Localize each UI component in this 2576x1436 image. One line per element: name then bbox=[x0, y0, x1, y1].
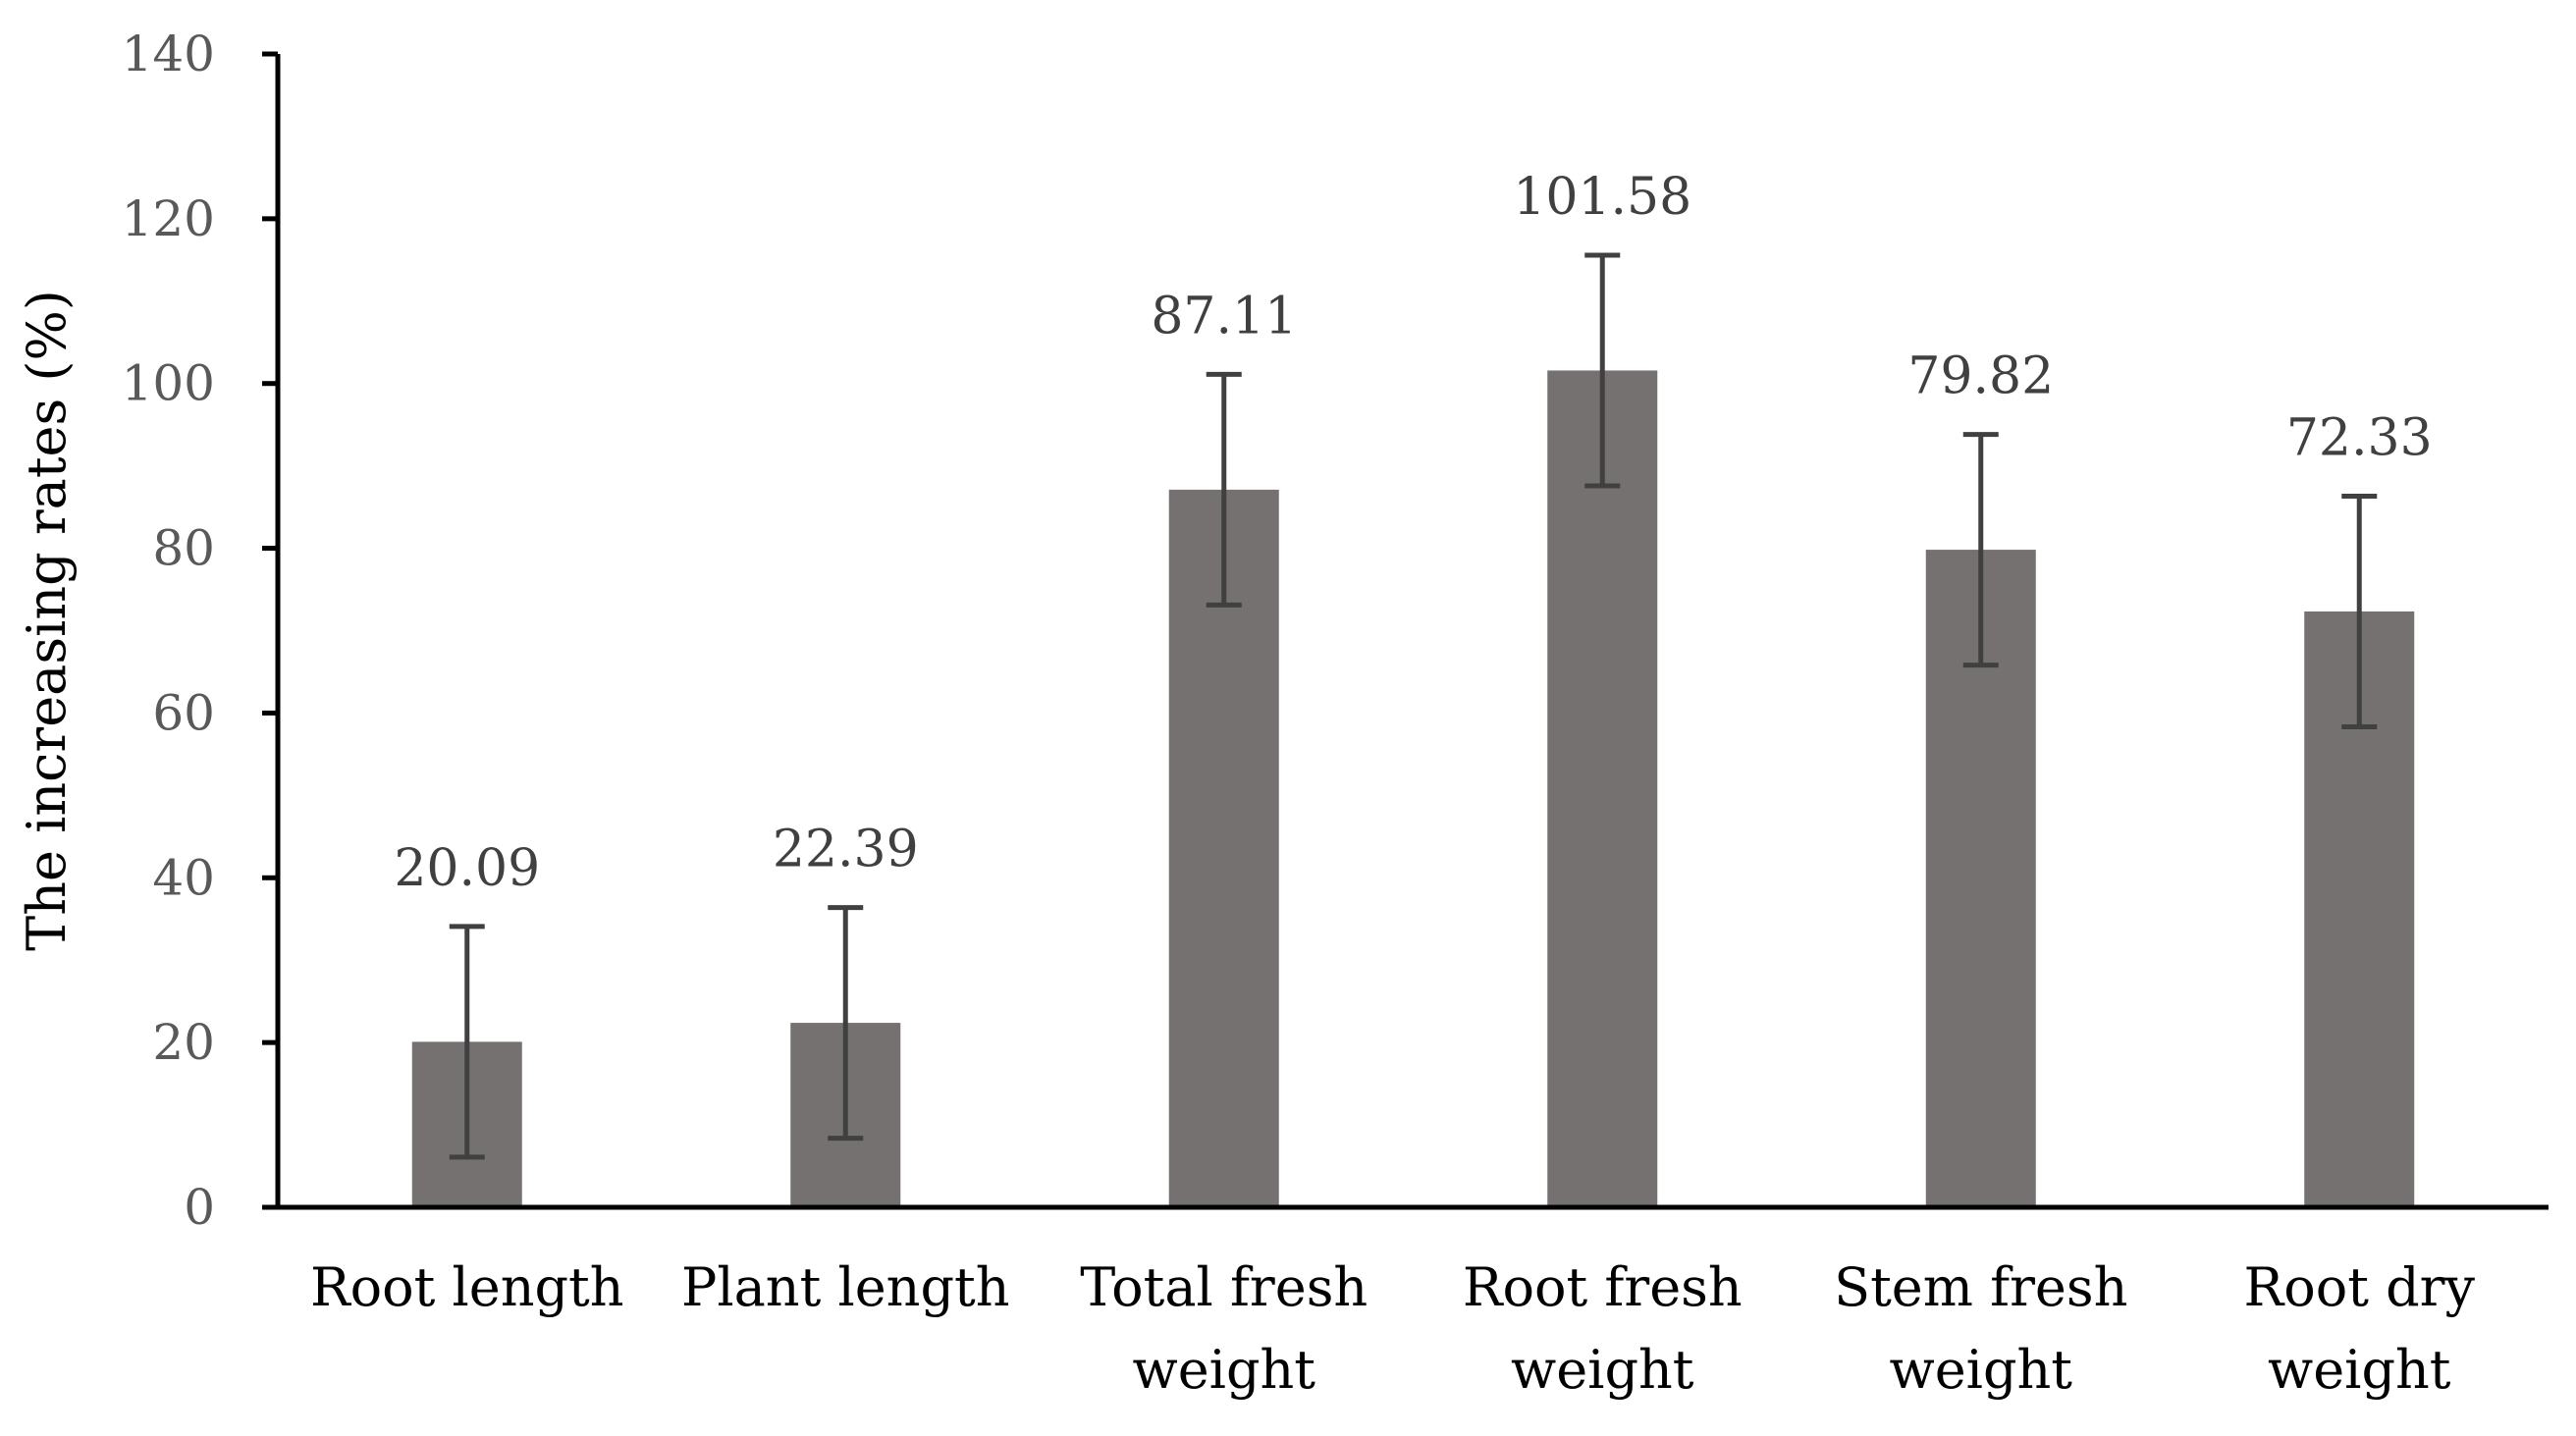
bars-layer bbox=[411, 370, 2415, 1208]
error-bars-layer bbox=[449, 252, 2378, 1160]
y-tick-label: 140 bbox=[122, 26, 215, 82]
y-tick-label: 0 bbox=[184, 1179, 215, 1236]
error-bar-6 bbox=[2341, 493, 2378, 729]
y-tick-label: 100 bbox=[122, 355, 215, 412]
y-ticks-layer: 0 20 40 60 80 100 120 140 bbox=[122, 26, 278, 1236]
x-category-label-1: Root length bbox=[310, 1256, 624, 1318]
data-label-1: 20.09 bbox=[394, 839, 540, 898]
y-tick-label: 80 bbox=[152, 520, 215, 577]
data-label-6: 72.33 bbox=[2286, 408, 2433, 467]
y-axis-title: The increasing rates (%) bbox=[16, 290, 78, 951]
x-category-label-6: Root dry weight bbox=[2244, 1256, 2476, 1401]
x-category-labels-layer: Root length Plant length Total fresh weight… bbox=[310, 1256, 2476, 1401]
error-bar-5 bbox=[1962, 432, 1999, 668]
y-tick-label: 40 bbox=[152, 849, 215, 906]
error-bar-3 bbox=[1206, 371, 1242, 608]
bar-3 bbox=[1168, 489, 1279, 1208]
data-label-3: 87.11 bbox=[1151, 287, 1297, 346]
error-bar-4 bbox=[1584, 252, 1621, 489]
data-label-5: 79.82 bbox=[1907, 347, 2054, 406]
x-category-label-4: Root fresh weight bbox=[1463, 1256, 1743, 1401]
y-tick-label: 60 bbox=[152, 684, 215, 741]
error-bar-1 bbox=[449, 924, 485, 1160]
y-tick-label: 120 bbox=[122, 190, 215, 247]
data-label-2: 22.39 bbox=[773, 821, 919, 879]
x-category-label-5: Stem fresh weight bbox=[1834, 1256, 2127, 1401]
error-bar-2 bbox=[828, 905, 864, 1142]
x-category-label-3: Total fresh weight bbox=[1080, 1256, 1368, 1401]
data-labels-layer: 20.09 22.39 87.11 101.58 79.82 72.33 bbox=[394, 168, 2432, 898]
axes-layer bbox=[275, 54, 2549, 1210]
x-category-label-2: Plant length bbox=[681, 1256, 1010, 1318]
data-label-4: 101.58 bbox=[1513, 168, 1691, 227]
bar-4 bbox=[1547, 370, 1658, 1207]
y-tick-label: 20 bbox=[152, 1014, 215, 1071]
